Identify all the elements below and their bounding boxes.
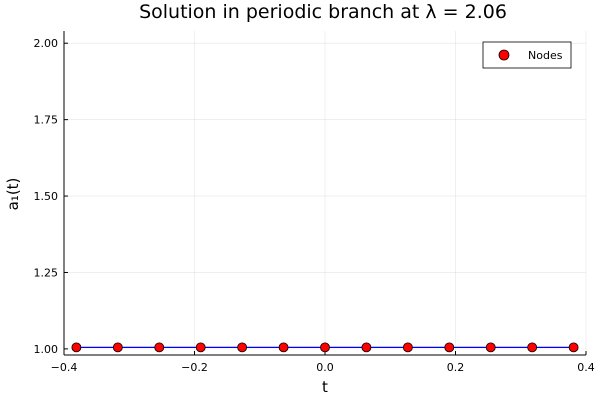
node-point: [112, 342, 123, 353]
node-point: [568, 342, 579, 353]
x-axis-label: t: [322, 378, 328, 396]
node-point: [237, 342, 248, 353]
x-tick-label: 0.0: [316, 361, 334, 374]
node-point: [361, 342, 372, 353]
x-tick-label: −0.4: [51, 361, 78, 374]
ticks: −0.4 −0.2 0.0 0.2 0.4 1.00 1.25 1.50 1.75 2.00: [34, 37, 595, 374]
legend-box: [482, 41, 572, 69]
y-axis-label: a₁(t): [4, 178, 22, 211]
node-point: [278, 342, 289, 353]
node-point: [527, 342, 538, 353]
x-tick-label: −0.2: [181, 361, 208, 374]
node-point: [402, 342, 413, 353]
chart-title: Solution in periodic branch at λ = 2.06: [139, 1, 507, 23]
node-point: [485, 342, 496, 353]
y-tick-label: 2.00: [34, 37, 59, 50]
node-point: [154, 342, 165, 353]
y-tick-label: 1.25: [34, 266, 59, 279]
y-tick-label: 1.50: [34, 190, 59, 203]
legend-label-nodes: Nodes: [528, 49, 563, 62]
y-tick-label: 1.75: [34, 114, 59, 127]
x-tick-label: 0.4: [577, 361, 595, 374]
legend-marker-nodes: [498, 49, 510, 61]
series: [71, 342, 579, 353]
node-point: [71, 342, 82, 353]
node-point: [320, 342, 330, 353]
legend: Nodes: [482, 41, 572, 69]
node-point: [195, 342, 206, 353]
node-point: [444, 342, 455, 353]
x-tick-label: 0.2: [447, 361, 465, 374]
y-tick-label: 1.00: [34, 343, 59, 356]
